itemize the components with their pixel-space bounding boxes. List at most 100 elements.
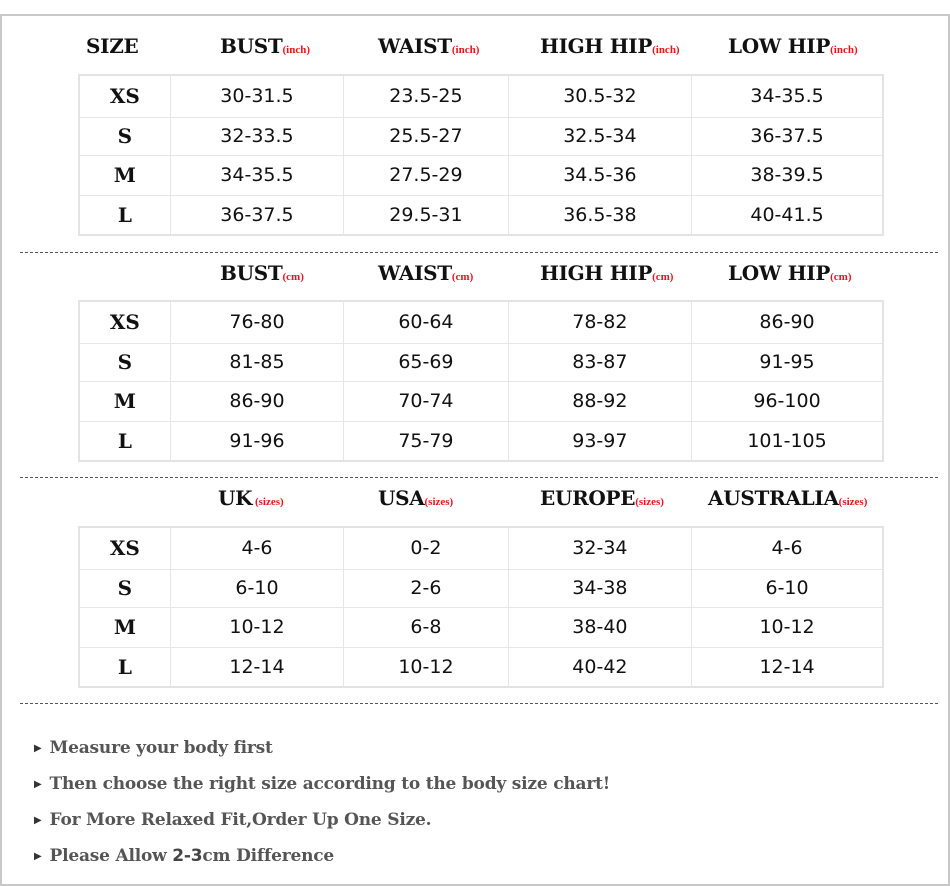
note-text: Measure your body first bbox=[49, 738, 273, 758]
column-header-label: UK bbox=[218, 486, 253, 510]
size-label-cell: XS bbox=[78, 300, 171, 344]
size-label-cell: L bbox=[78, 420, 171, 462]
column-header: USA(sizes) bbox=[378, 486, 453, 510]
triangle-bullet-icon: ▶ bbox=[34, 850, 42, 862]
column-header-unit: (inch) bbox=[451, 44, 480, 56]
note-text: For More Relaxed Fit,Order Up One Size. bbox=[49, 810, 432, 830]
column-header-unit: (sizes) bbox=[424, 496, 454, 508]
column-header: LOW HIP(cm) bbox=[728, 261, 851, 285]
size-table: XS 30-31.5 23.5-25 30.5-32 34-35.5 S 32-33.5 25… bbox=[78, 74, 884, 236]
measurement-cell: 78-82 bbox=[507, 300, 693, 344]
measurement-cell: 12-14 bbox=[169, 646, 345, 688]
measurement-cell: 65-69 bbox=[343, 342, 509, 382]
column-header: AUSTRALIA(sizes) bbox=[708, 486, 867, 510]
triangle-bullet-icon: ▶ bbox=[34, 814, 42, 826]
column-header-unit: (cm) bbox=[282, 271, 304, 283]
size-label-cell: S bbox=[78, 568, 171, 608]
measurement-cell: 36-37.5 bbox=[691, 116, 884, 156]
notes-list: ▶ Measure your body first ▶ Then choose th… bbox=[34, 730, 610, 874]
column-header-unit: (sizes) bbox=[838, 496, 868, 508]
measurement-cell: 6-8 bbox=[343, 606, 509, 648]
note-item: ▶ Please Allow 2-3 cm Difference bbox=[34, 838, 610, 874]
column-header-unit: (inch) bbox=[652, 44, 680, 56]
measurement-cell: 91-96 bbox=[169, 420, 345, 462]
section-divider bbox=[20, 703, 938, 704]
section-divider bbox=[20, 252, 938, 253]
measurement-cell: 32.5-34 bbox=[507, 116, 693, 156]
size-label-cell: M bbox=[78, 380, 171, 422]
column-header: UK (sizes) bbox=[218, 486, 284, 510]
measurement-cell: 91-95 bbox=[691, 342, 884, 382]
measurement-cell: 40-42 bbox=[507, 646, 693, 688]
column-header: LOW HIP(inch) bbox=[728, 34, 858, 58]
size-label-cell: L bbox=[78, 646, 171, 688]
size-label-cell: XS bbox=[78, 74, 171, 118]
table-row: S 81-85 65-69 83-87 91-95 bbox=[78, 342, 884, 382]
note-item: ▶ For More Relaxed Fit,Order Up One Size. bbox=[34, 802, 610, 838]
column-header-unit: (cm) bbox=[830, 271, 852, 283]
column-header-unit: (inch) bbox=[282, 44, 310, 56]
column-header-label: LOW HIP bbox=[728, 34, 831, 58]
measurement-cell: 81-85 bbox=[169, 342, 345, 382]
column-header-label: AUSTRALIA bbox=[708, 486, 839, 510]
measurement-cell: 76-80 bbox=[169, 300, 345, 344]
triangle-bullet-icon: ▶ bbox=[34, 778, 42, 790]
measurement-cell: 101-105 bbox=[691, 420, 884, 462]
measurement-cell: 38-39.5 bbox=[691, 154, 884, 196]
measurement-cell: 83-87 bbox=[507, 342, 693, 382]
measurement-cell: 75-79 bbox=[343, 420, 509, 462]
size-label-cell: M bbox=[78, 154, 171, 196]
measurement-cell: 4-6 bbox=[169, 526, 345, 570]
measurement-cell: 60-64 bbox=[343, 300, 509, 344]
measurement-cell: 6-10 bbox=[691, 568, 884, 608]
column-header-unit: (cm) bbox=[652, 271, 674, 283]
column-header-label: HIGH HIP bbox=[540, 261, 653, 285]
note-text: Please Allow bbox=[49, 846, 167, 866]
table-row: M 10-12 6-8 38-40 10-12 bbox=[78, 606, 884, 648]
size-label-cell: L bbox=[78, 194, 171, 236]
column-header: WAIST(inch) bbox=[378, 34, 479, 58]
column-header: HIGH HIP(inch) bbox=[540, 34, 680, 58]
note-text: cm Difference bbox=[202, 846, 335, 866]
measurement-cell: 38-40 bbox=[507, 606, 693, 648]
measurement-cell: 32-34 bbox=[507, 526, 693, 570]
table-row: S 6-10 2-6 34-38 6-10 bbox=[78, 568, 884, 608]
measurement-cell: 27.5-29 bbox=[343, 154, 509, 196]
table-row: XS 30-31.5 23.5-25 30.5-32 34-35.5 bbox=[78, 74, 884, 118]
measurement-cell: 4-6 bbox=[691, 526, 884, 570]
measurement-cell: 2-6 bbox=[343, 568, 509, 608]
table-row: M 86-90 70-74 88-92 96-100 bbox=[78, 380, 884, 422]
measurement-cell: 40-41.5 bbox=[691, 194, 884, 236]
column-header-label: HIGH HIP bbox=[540, 34, 653, 58]
column-header-label: WAIST bbox=[378, 34, 452, 58]
table-row: XS 76-80 60-64 78-82 86-90 bbox=[78, 300, 884, 344]
measurement-cell: 34-35.5 bbox=[169, 154, 345, 196]
measurement-cell: 23.5-25 bbox=[343, 74, 509, 118]
note-text: Then choose the right size according to … bbox=[49, 774, 611, 794]
column-header: BUST(cm) bbox=[220, 261, 304, 285]
measurement-cell: 30.5-32 bbox=[507, 74, 693, 118]
table-row: L 36-37.5 29.5-31 36.5-38 40-41.5 bbox=[78, 194, 884, 236]
measurement-cell: 12-14 bbox=[691, 646, 884, 688]
size-column-header: SIZE bbox=[86, 34, 139, 58]
table-row: M 34-35.5 27.5-29 34.5-36 38-39.5 bbox=[78, 154, 884, 196]
column-header-unit: (sizes) bbox=[252, 496, 284, 508]
triangle-bullet-icon: ▶ bbox=[34, 742, 42, 754]
column-header-unit: (cm) bbox=[451, 271, 474, 283]
size-label-cell: M bbox=[78, 606, 171, 648]
table-row: S 32-33.5 25.5-27 32.5-34 36-37.5 bbox=[78, 116, 884, 156]
measurement-cell: 93-97 bbox=[507, 420, 693, 462]
section-divider bbox=[20, 477, 938, 478]
column-header: HIGH HIP(cm) bbox=[540, 261, 673, 285]
column-header-unit: (inch) bbox=[830, 44, 858, 56]
table-row: XS 4-6 0-2 32-34 4-6 bbox=[78, 526, 884, 570]
measurement-cell: 96-100 bbox=[691, 380, 884, 422]
column-header-unit: (sizes) bbox=[635, 496, 664, 508]
measurement-cell: 34.5-36 bbox=[507, 154, 693, 196]
measurement-cell: 88-92 bbox=[507, 380, 693, 422]
measurement-cell: 86-90 bbox=[691, 300, 884, 344]
measurement-cell: 10-12 bbox=[169, 606, 345, 648]
column-header: EUROPE(sizes) bbox=[540, 486, 664, 510]
measurement-cell: 10-12 bbox=[343, 646, 509, 688]
size-table: XS 76-80 60-64 78-82 86-90 S 81-85 65-69 83-87 91… bbox=[78, 300, 884, 462]
